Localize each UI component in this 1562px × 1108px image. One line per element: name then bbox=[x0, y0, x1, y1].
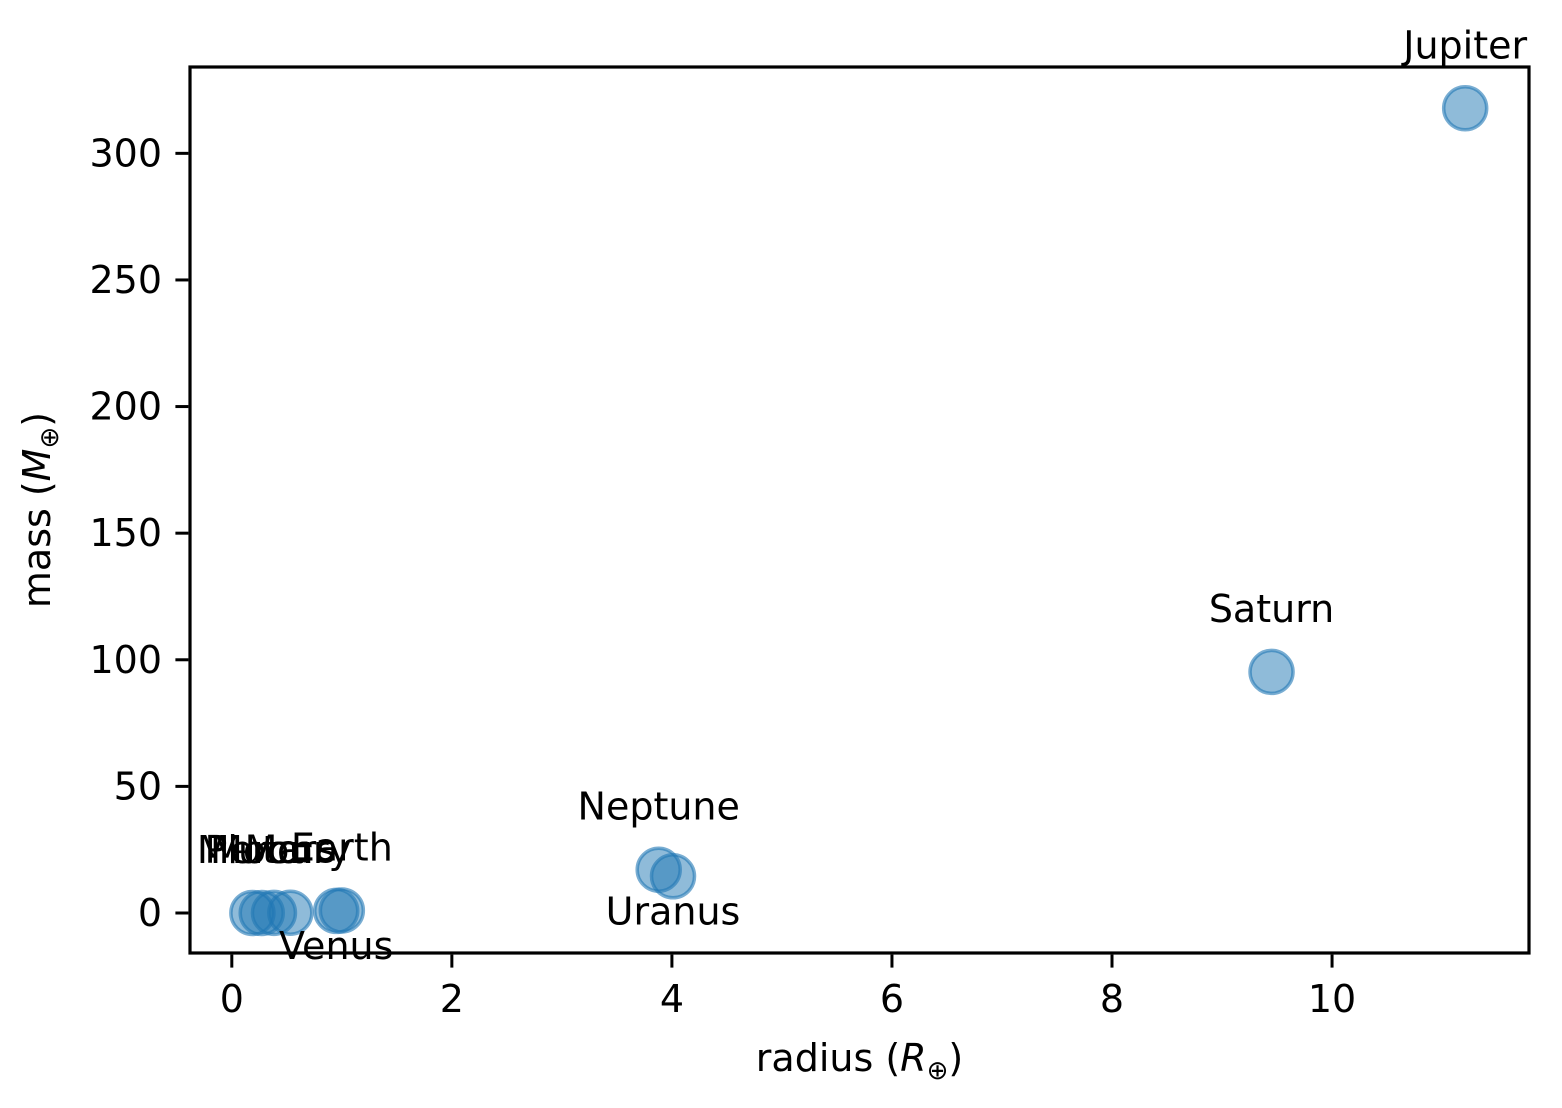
x-tick-label: 6 bbox=[880, 977, 904, 1021]
x-tick-label: 8 bbox=[1100, 977, 1124, 1021]
y-tick-label: 200 bbox=[89, 385, 162, 429]
data-point-neptune bbox=[635, 846, 682, 893]
point-label-venus: Venus bbox=[279, 924, 393, 968]
point-label-uranus: Uranus bbox=[606, 889, 741, 933]
y-tick-label: 100 bbox=[89, 638, 162, 682]
point-label-jupiter: Jupiter bbox=[1401, 23, 1527, 67]
point-label-earth: Earth bbox=[291, 825, 393, 869]
plot-border bbox=[188, 65, 1531, 955]
point-label-mercury: Mercury bbox=[197, 828, 351, 872]
y-axis: 0 50 100 150 200 250 300 bbox=[89, 131, 189, 935]
y-tick-label: 250 bbox=[89, 258, 162, 302]
x-tick-label: 4 bbox=[660, 977, 684, 1021]
scatter-points bbox=[229, 85, 1489, 937]
x-tick-label: 2 bbox=[440, 977, 464, 1021]
point-label-saturn: Saturn bbox=[1209, 587, 1334, 631]
data-point-saturn bbox=[1248, 648, 1295, 696]
data-point-earth bbox=[318, 887, 366, 934]
y-tick-label: 150 bbox=[89, 511, 162, 555]
x-axis: 0 2 4 6 8 10 bbox=[220, 954, 1356, 1021]
x-tick-label: 10 bbox=[1308, 977, 1356, 1021]
x-tick-label: 0 bbox=[220, 977, 244, 1021]
point-label-pluto: Pluto bbox=[205, 828, 301, 872]
x-axis-title: radius (R⊕) bbox=[756, 1036, 963, 1086]
data-point-pluto bbox=[229, 889, 276, 937]
y-tick-label: 0 bbox=[138, 891, 162, 935]
y-tick-label: 300 bbox=[89, 131, 162, 175]
point-label-moon: Moon bbox=[210, 828, 313, 872]
data-point-jupiter bbox=[1441, 85, 1489, 132]
y-tick-label: 50 bbox=[114, 764, 162, 808]
point-label-neptune: Neptune bbox=[578, 785, 740, 829]
y-axis-title: mass (M⊕) bbox=[15, 412, 65, 608]
point-label-mars: Mars bbox=[245, 828, 337, 872]
